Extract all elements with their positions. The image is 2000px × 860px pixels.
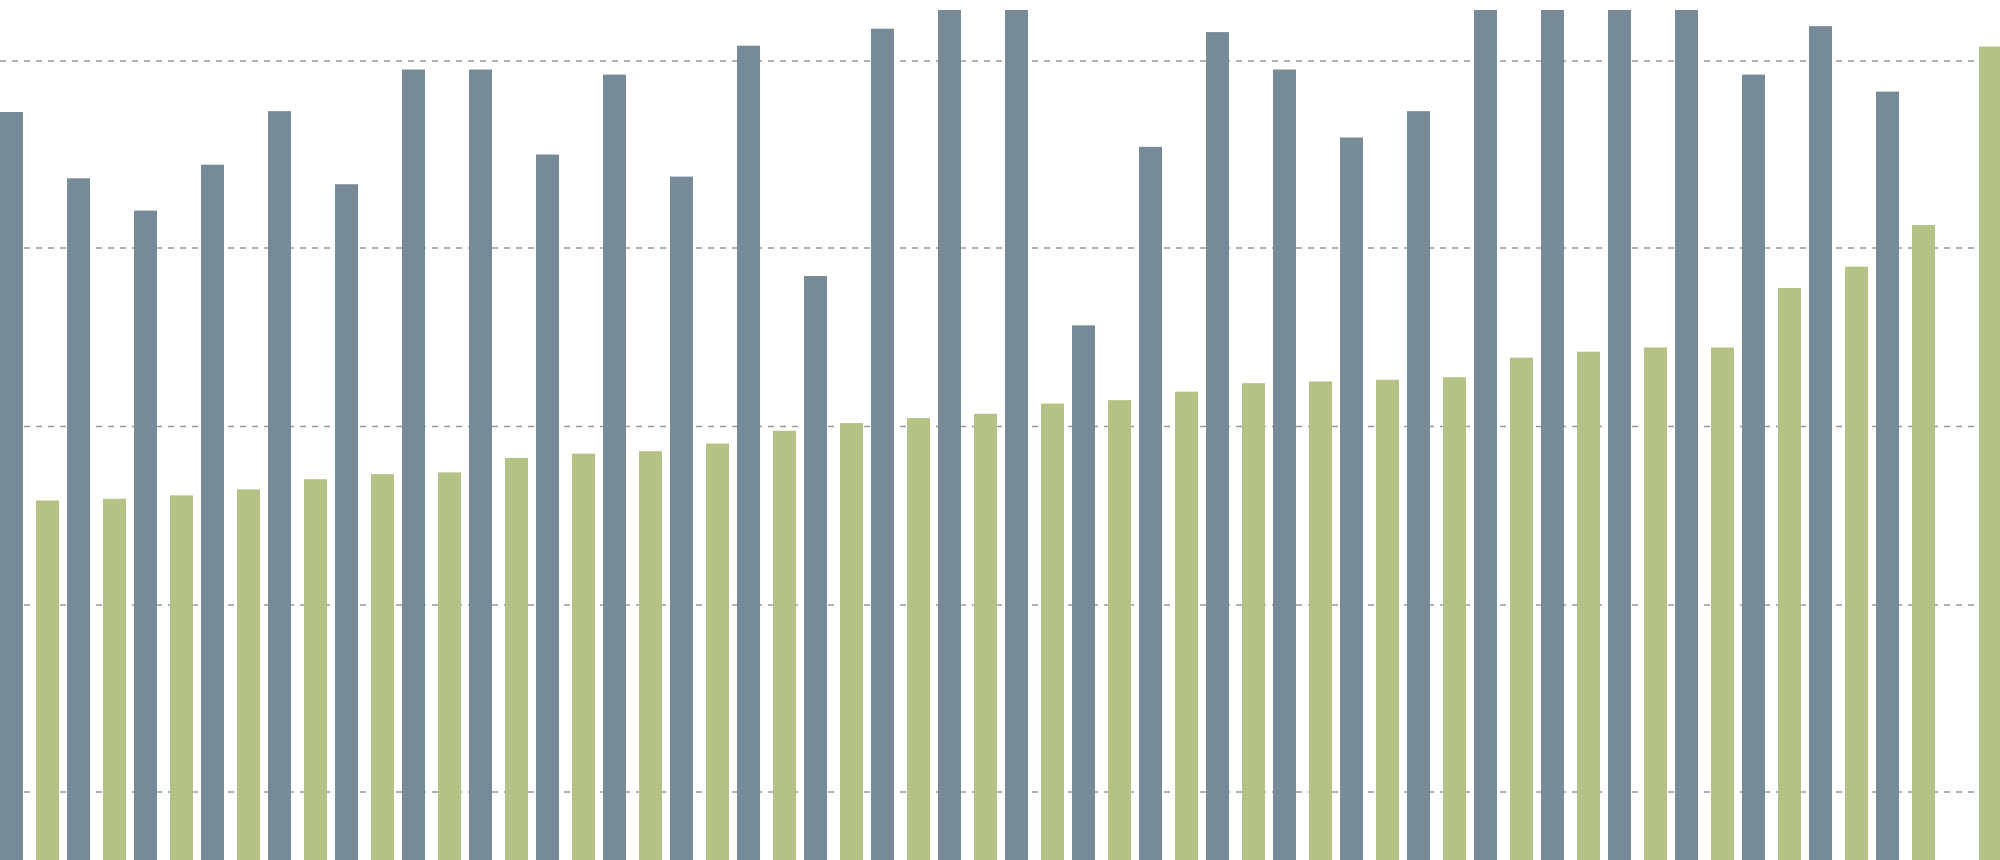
light-bar-9 bbox=[505, 457, 528, 860]
light-bar-15 bbox=[907, 418, 930, 860]
light-bar-13 bbox=[773, 430, 796, 860]
light-bar-20 bbox=[1242, 383, 1265, 860]
light-bar-17 bbox=[1041, 403, 1064, 860]
light-bar-26 bbox=[1644, 347, 1667, 860]
light-bar-27 bbox=[1711, 347, 1734, 860]
dark-bar-5 bbox=[268, 111, 291, 860]
dark-bar-20 bbox=[1273, 69, 1296, 860]
grid-lines bbox=[0, 60, 2000, 793]
dark-bar-24 bbox=[1541, 10, 1564, 860]
light-bar-22 bbox=[1376, 379, 1399, 860]
dark-bar-4 bbox=[201, 164, 224, 860]
light-bar-7 bbox=[371, 474, 394, 860]
dark-bar-6 bbox=[335, 184, 358, 860]
light-bar-16 bbox=[974, 413, 997, 860]
dark-bar-18 bbox=[1139, 146, 1162, 860]
light-bar-18 bbox=[1108, 400, 1131, 860]
dark-bar-10 bbox=[603, 74, 626, 860]
dark-bar-13 bbox=[804, 276, 827, 860]
light-bar-19 bbox=[1175, 391, 1198, 860]
dark-bar-17 bbox=[1072, 325, 1095, 860]
light-bar-8 bbox=[438, 472, 461, 860]
light-bar-21 bbox=[1309, 381, 1332, 860]
dark-bar-25 bbox=[1608, 10, 1631, 860]
light-bar-3 bbox=[103, 498, 126, 860]
dark-bar-7 bbox=[402, 69, 425, 860]
light-bar-30 bbox=[1912, 225, 1935, 860]
dark-bar-29 bbox=[1876, 91, 1899, 860]
dark-bar-26 bbox=[1675, 10, 1698, 860]
dark-bar-12 bbox=[737, 45, 760, 860]
dark-bar-3 bbox=[134, 210, 157, 860]
light-bar-14 bbox=[840, 423, 863, 860]
dark-bar-11 bbox=[670, 176, 693, 860]
dark-bar-19 bbox=[1206, 32, 1229, 860]
light-bar-23 bbox=[1443, 377, 1466, 860]
dark-bar-2 bbox=[67, 178, 90, 860]
light-bar-6 bbox=[304, 479, 327, 860]
light-bar-2 bbox=[36, 500, 59, 860]
light-bar-10 bbox=[572, 453, 595, 860]
light-bar-31 bbox=[1979, 46, 2000, 860]
bars bbox=[0, 10, 2000, 860]
light-bar-28 bbox=[1778, 287, 1801, 860]
dark-bar-9 bbox=[536, 154, 559, 860]
dark-bar-28 bbox=[1809, 26, 1832, 860]
dark-bar-27 bbox=[1742, 74, 1765, 860]
light-bar-25 bbox=[1577, 351, 1600, 860]
dark-bar-16 bbox=[1005, 10, 1028, 860]
light-bar-12 bbox=[706, 443, 729, 860]
light-bar-11 bbox=[639, 451, 662, 860]
dark-bar-1 bbox=[0, 112, 23, 860]
dark-bar-21 bbox=[1340, 137, 1363, 860]
light-bar-5 bbox=[237, 489, 260, 860]
dark-bar-14 bbox=[871, 28, 894, 860]
light-bar-4 bbox=[170, 495, 193, 860]
dark-bar-22 bbox=[1407, 111, 1430, 860]
dark-bar-15 bbox=[938, 10, 961, 860]
dark-bar-8 bbox=[469, 69, 492, 860]
dark-bar-23 bbox=[1474, 10, 1497, 860]
light-bar-24 bbox=[1510, 357, 1533, 860]
light-bar-29 bbox=[1845, 266, 1868, 860]
